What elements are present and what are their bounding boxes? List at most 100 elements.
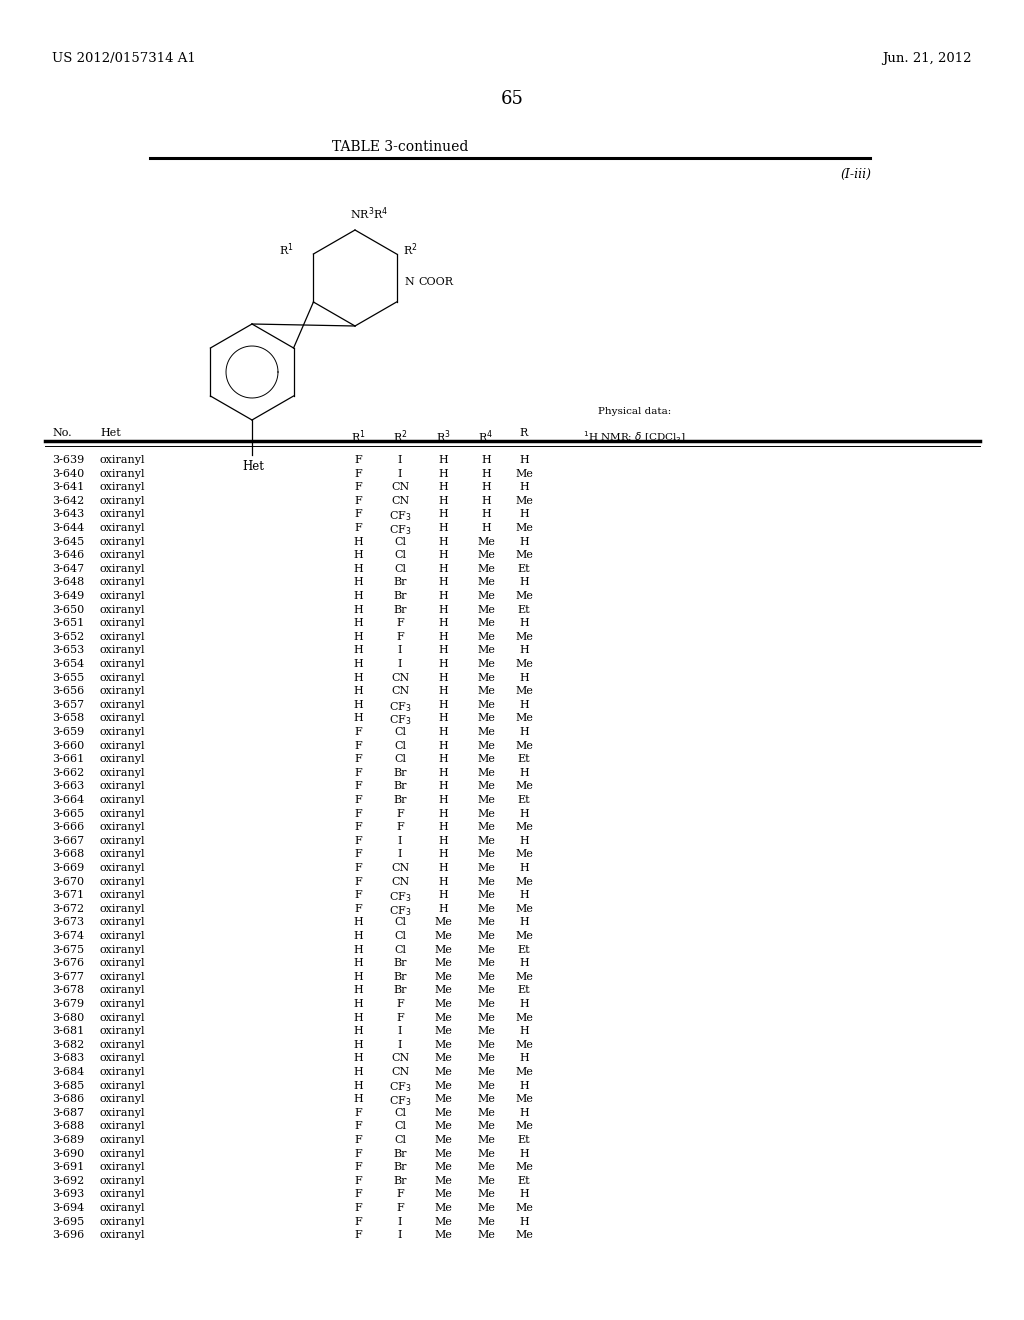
Text: F: F — [354, 727, 361, 737]
Text: CN: CN — [391, 673, 410, 682]
Text: H: H — [353, 1012, 362, 1023]
Text: 3-649: 3-649 — [52, 591, 84, 601]
Text: Br: Br — [393, 577, 407, 587]
Text: Me: Me — [434, 986, 452, 995]
Text: I: I — [397, 849, 402, 859]
Text: Me: Me — [477, 537, 495, 546]
Text: H: H — [438, 904, 447, 913]
Text: Me: Me — [477, 1067, 495, 1077]
Text: H: H — [519, 1026, 528, 1036]
Text: oxiranyl: oxiranyl — [100, 577, 145, 587]
Text: Cl: Cl — [394, 931, 406, 941]
Text: 3-690: 3-690 — [52, 1148, 84, 1159]
Text: Me: Me — [477, 1148, 495, 1159]
Text: H: H — [353, 564, 362, 574]
Text: H: H — [353, 972, 362, 982]
Text: CN: CN — [391, 876, 410, 887]
Text: R: R — [520, 428, 528, 438]
Text: Me: Me — [434, 1203, 452, 1213]
Text: Me: Me — [477, 1176, 495, 1185]
Text: Et: Et — [518, 795, 530, 805]
Text: CN: CN — [391, 1053, 410, 1064]
Text: CF$_3$: CF$_3$ — [389, 523, 412, 537]
Text: H: H — [519, 645, 528, 656]
Text: Me: Me — [477, 1040, 495, 1049]
Text: R$^2$: R$^2$ — [402, 242, 417, 259]
Text: 3-691: 3-691 — [52, 1162, 84, 1172]
Text: 3-661: 3-661 — [52, 754, 84, 764]
Text: H: H — [481, 482, 490, 492]
Text: oxiranyl: oxiranyl — [100, 1135, 145, 1144]
Text: H: H — [353, 577, 362, 587]
Text: Me: Me — [477, 1081, 495, 1090]
Text: 3-662: 3-662 — [52, 768, 84, 777]
Text: Me: Me — [477, 999, 495, 1008]
Text: Me: Me — [477, 945, 495, 954]
Text: Cl: Cl — [394, 1122, 406, 1131]
Text: oxiranyl: oxiranyl — [100, 1189, 145, 1200]
Text: oxiranyl: oxiranyl — [100, 482, 145, 492]
Text: 3-674: 3-674 — [52, 931, 84, 941]
Text: 3-682: 3-682 — [52, 1040, 84, 1049]
Text: F: F — [354, 1122, 361, 1131]
Text: oxiranyl: oxiranyl — [100, 1122, 145, 1131]
Text: Me: Me — [515, 1230, 532, 1241]
Text: oxiranyl: oxiranyl — [100, 523, 145, 533]
Text: Me: Me — [477, 1203, 495, 1213]
Text: H: H — [438, 822, 447, 832]
Text: H: H — [353, 999, 362, 1008]
Text: (I-iii): (I-iii) — [840, 168, 871, 181]
Text: CN: CN — [391, 686, 410, 696]
Text: oxiranyl: oxiranyl — [100, 686, 145, 696]
Text: H: H — [353, 1067, 362, 1077]
Text: Et: Et — [518, 754, 530, 764]
Text: Me: Me — [434, 1230, 452, 1241]
Text: oxiranyl: oxiranyl — [100, 632, 145, 642]
Text: Me: Me — [515, 904, 532, 913]
Text: Cl: Cl — [394, 550, 406, 560]
Text: Me: Me — [434, 931, 452, 941]
Text: oxiranyl: oxiranyl — [100, 754, 145, 764]
Text: H: H — [353, 1053, 362, 1064]
Text: 3-673: 3-673 — [52, 917, 84, 928]
Text: oxiranyl: oxiranyl — [100, 1012, 145, 1023]
Text: Me: Me — [477, 986, 495, 995]
Text: oxiranyl: oxiranyl — [100, 713, 145, 723]
Text: 3-666: 3-666 — [52, 822, 84, 832]
Text: Me: Me — [515, 1162, 532, 1172]
Text: H: H — [438, 510, 447, 519]
Text: H: H — [353, 1026, 362, 1036]
Text: H: H — [519, 510, 528, 519]
Text: Me: Me — [515, 931, 532, 941]
Text: Me: Me — [477, 550, 495, 560]
Text: H: H — [519, 958, 528, 968]
Text: Et: Et — [518, 986, 530, 995]
Text: 3-693: 3-693 — [52, 1189, 84, 1200]
Text: 3-640: 3-640 — [52, 469, 84, 479]
Text: 3-663: 3-663 — [52, 781, 84, 792]
Text: H: H — [519, 455, 528, 465]
Text: F: F — [354, 754, 361, 764]
Text: H: H — [353, 700, 362, 710]
Text: H: H — [438, 781, 447, 792]
Text: Me: Me — [515, 591, 532, 601]
Text: Me: Me — [477, 1122, 495, 1131]
Text: Me: Me — [477, 931, 495, 941]
Text: CF$_3$: CF$_3$ — [389, 890, 412, 904]
Text: F: F — [354, 863, 361, 873]
Text: oxiranyl: oxiranyl — [100, 618, 145, 628]
Text: Me: Me — [515, 1040, 532, 1049]
Text: Me: Me — [434, 999, 452, 1008]
Text: H: H — [438, 618, 447, 628]
Text: oxiranyl: oxiranyl — [100, 1067, 145, 1077]
Text: 3-670: 3-670 — [52, 876, 84, 887]
Text: Me: Me — [477, 1230, 495, 1241]
Text: Br: Br — [393, 1148, 407, 1159]
Text: F: F — [396, 1189, 403, 1200]
Text: 3-652: 3-652 — [52, 632, 84, 642]
Text: CN: CN — [391, 1067, 410, 1077]
Text: F: F — [396, 1203, 403, 1213]
Text: CF$_3$: CF$_3$ — [389, 904, 412, 917]
Text: Me: Me — [477, 972, 495, 982]
Text: H: H — [519, 700, 528, 710]
